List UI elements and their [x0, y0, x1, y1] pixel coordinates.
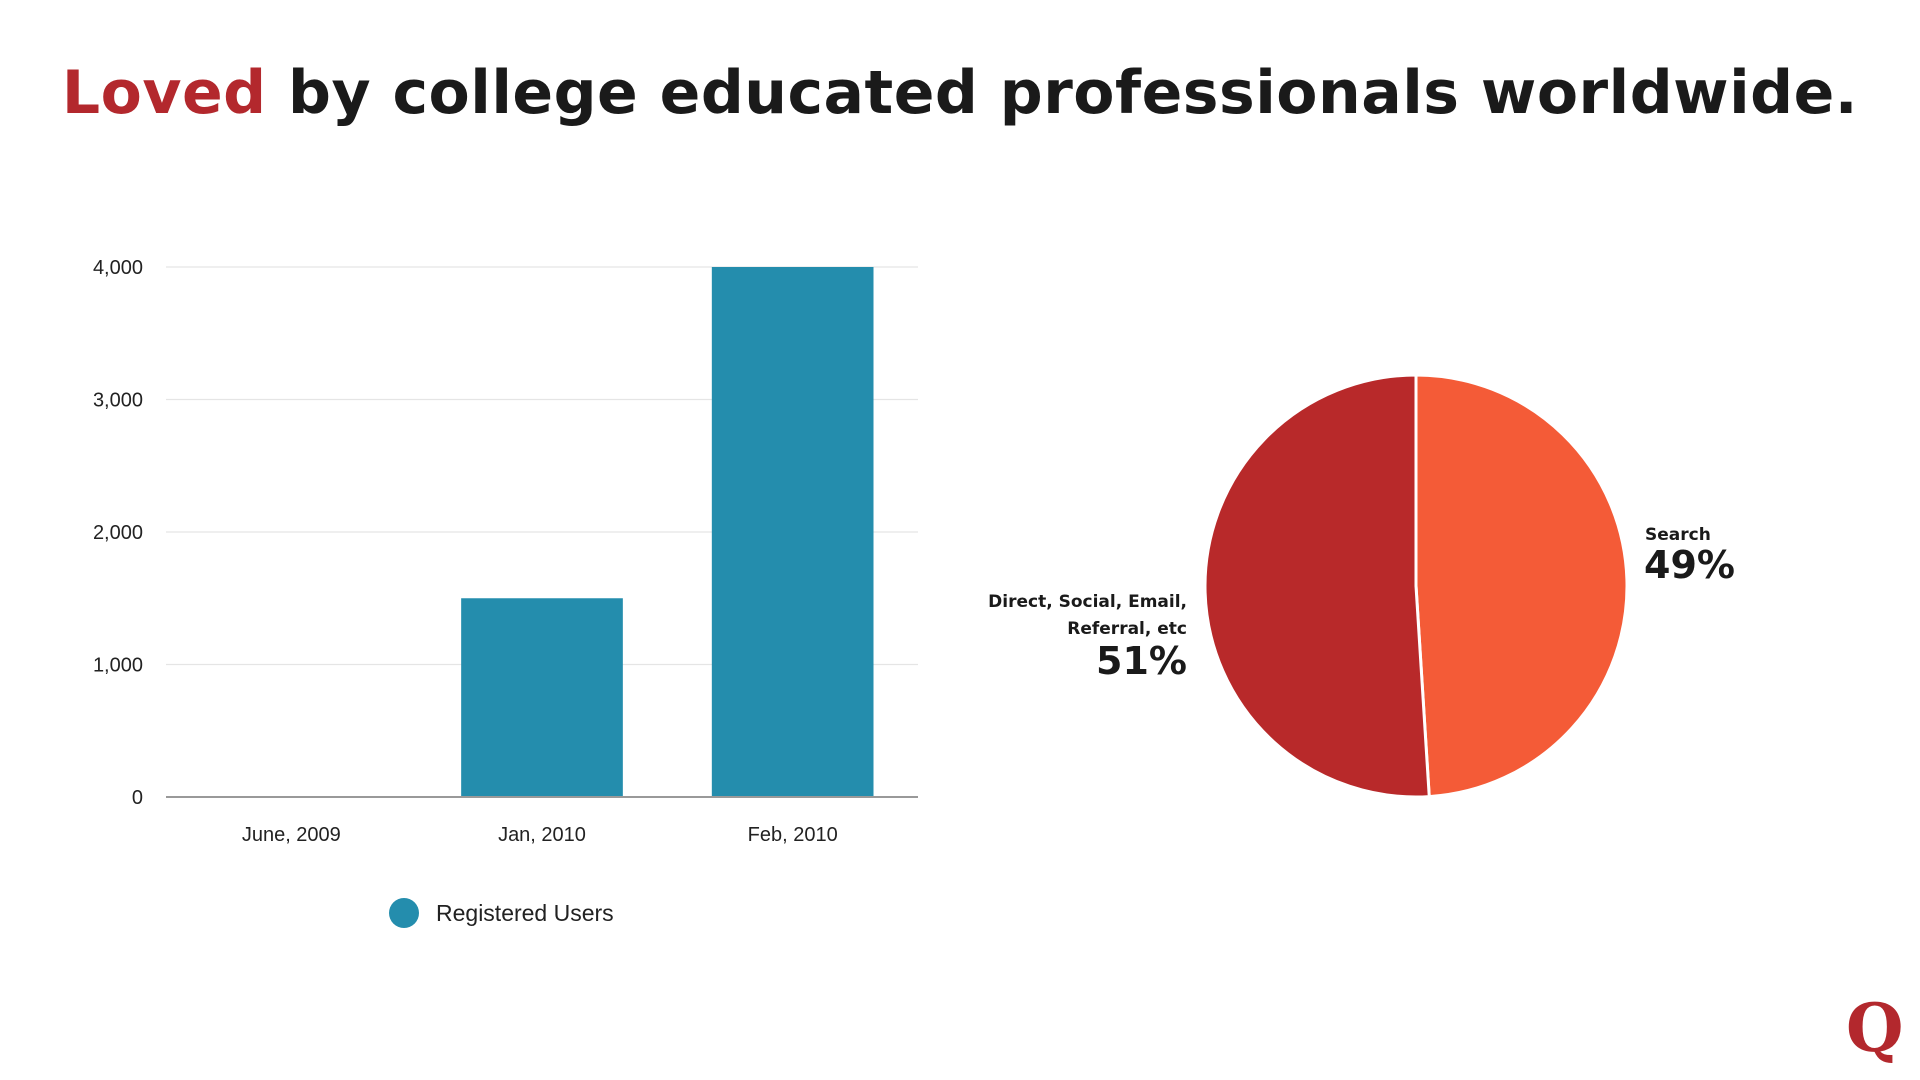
- pie-label-direct-line: Referral, etc: [1067, 619, 1187, 639]
- x-tick-label: Jan, 2010: [498, 824, 586, 846]
- bar: [461, 598, 623, 797]
- legend-swatch: [389, 898, 419, 928]
- y-tick-label: 4,000: [93, 257, 143, 279]
- y-tick-label: 3,000: [93, 390, 143, 412]
- quora-logo-icon: Q: [1846, 989, 1904, 1067]
- x-tick-label: Feb, 2010: [748, 824, 838, 846]
- pie-label-search: Search: [1645, 525, 1711, 545]
- y-tick-label: 0: [132, 787, 143, 809]
- pie-label-direct-line: Direct, Social, Email,: [988, 592, 1187, 612]
- pie-slice: [1414, 373, 1629, 799]
- page-title-accent: Loved: [61, 58, 267, 128]
- pie-slice: [1203, 373, 1431, 799]
- page-title-rest: by college educated professionals worldw…: [266, 58, 1859, 128]
- page-title: Loved by college educated professionals …: [0, 58, 1920, 128]
- pie-percent-direct: 51%: [1096, 639, 1187, 683]
- y-tick-label: 2,000: [93, 522, 143, 544]
- registered-users-bar-chart: 0 1,000 2,000 3,000 4,000 June, 2009 Jan, 2010…: [93, 257, 918, 928]
- legend-label: Registered Users: [436, 900, 614, 926]
- y-tick-label: 1,000: [93, 655, 143, 677]
- pie-percent-search: 49%: [1644, 543, 1735, 587]
- bar: [711, 267, 874, 797]
- x-tick-label: June, 2009: [242, 824, 341, 846]
